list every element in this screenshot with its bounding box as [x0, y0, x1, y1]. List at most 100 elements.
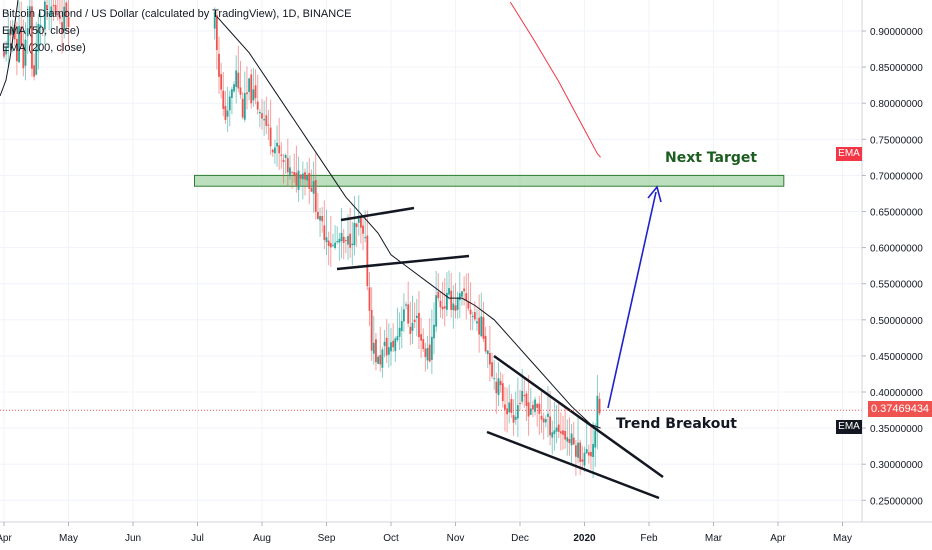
wedge-upper-line[interactable]	[493, 354, 664, 479]
candle-body	[413, 319, 416, 323]
next-target-label: Next Target	[665, 150, 758, 166]
candle-body	[484, 335, 487, 352]
candle-body	[265, 115, 268, 126]
candle-body	[271, 149, 274, 153]
arrowhead	[647, 185, 662, 203]
candle-body	[355, 223, 358, 228]
candle-body	[486, 350, 489, 355]
chart-legend: Bitcoin Diamond / US Dollar (calculated …	[2, 6, 352, 57]
candle-body	[559, 431, 562, 434]
candle-body	[394, 338, 397, 352]
candle-body	[22, 44, 25, 69]
candle-body	[392, 340, 395, 348]
candle-body	[351, 243, 354, 246]
candle-body	[16, 38, 18, 62]
candle-body	[327, 240, 330, 247]
wedge-lower-line[interactable]	[486, 430, 660, 500]
candle-body	[243, 93, 246, 120]
candle-body	[525, 393, 528, 406]
ema200-line[interactable]	[509, 1, 601, 158]
candle-body	[476, 321, 478, 324]
candle-body	[364, 237, 367, 239]
candle-body	[344, 240, 347, 242]
candle-body	[233, 84, 235, 92]
price-tick-label: 0.50000000	[870, 316, 923, 327]
trendline-upper-1[interactable]	[340, 206, 415, 222]
ema50-axis-tag: EMA	[836, 420, 862, 434]
candle-body	[319, 215, 321, 221]
candle-body	[372, 342, 375, 354]
ema200-legend[interactable]: EMA (200, close)	[2, 42, 86, 54]
candle-body	[450, 290, 453, 310]
candle-body	[295, 172, 298, 186]
candle-body	[310, 187, 313, 192]
candle-body	[37, 23, 40, 52]
candle-body	[48, 13, 51, 15]
candle-body	[329, 243, 332, 248]
candle-body	[293, 172, 296, 176]
time-axis[interactable]: Apr May Jun Jul Aug Sep Oct Nov Dec 2020 Feb Mar Apr…	[0, 521, 932, 544]
candle-body	[215, 15, 218, 51]
candle-body	[54, 5, 57, 15]
candle-body	[430, 336, 433, 360]
candle-body	[523, 395, 526, 397]
candle-body	[334, 242, 336, 249]
candle-body	[519, 402, 521, 404]
candle-body	[400, 320, 403, 332]
time-tick-label: May	[833, 533, 852, 544]
candle-body	[308, 173, 311, 189]
trendline-lower-1[interactable]	[336, 254, 470, 271]
candle-body	[478, 317, 481, 335]
candle-body	[325, 237, 328, 243]
candle-body	[538, 403, 541, 414]
candle-body	[594, 430, 597, 448]
candle-body	[349, 233, 352, 248]
time-tick-label: Apr	[0, 533, 12, 544]
candle-body	[448, 288, 450, 295]
symbol-title[interactable]: Bitcoin Diamond / US Dollar (calculated …	[2, 8, 352, 20]
candle-body	[278, 145, 281, 154]
candle-body	[342, 236, 345, 243]
candle-body	[379, 355, 382, 365]
candle-body	[39, 24, 42, 28]
candle-body	[465, 293, 468, 301]
candle-body	[248, 78, 250, 93]
time-tick-label: Jun	[125, 533, 141, 544]
candle-body	[317, 211, 319, 220]
candle-body	[381, 349, 384, 368]
candle-body	[403, 309, 405, 322]
time-tick-label: Jul	[191, 533, 204, 544]
price-tick-label: 0.55000000	[870, 280, 923, 291]
candle-body	[572, 437, 575, 445]
candle-body	[506, 408, 508, 415]
ema50-legend[interactable]: EMA (50, close)	[2, 25, 80, 37]
candle-body	[340, 232, 343, 242]
candle-body	[5, 46, 8, 55]
price-axis[interactable]: 0.90000000 0.85000000 0.80000000 0.75000000…	[861, 0, 923, 522]
candle-body	[228, 96, 231, 111]
current-price-tag: 0.37469434	[868, 401, 932, 417]
candle-body	[585, 448, 588, 454]
candle-body	[587, 452, 590, 456]
candle-body	[332, 244, 334, 246]
ema50-line[interactable]	[216, 16, 601, 429]
candle-body	[536, 403, 539, 408]
candle-body	[235, 70, 238, 87]
price-tick-label: 0.60000000	[870, 244, 923, 255]
candle-body	[454, 305, 457, 311]
candle-body	[596, 395, 599, 430]
price-tick-label: 0.90000000	[870, 27, 923, 38]
candle-body	[577, 442, 579, 458]
target-arrow[interactable]	[607, 191, 657, 409]
candle-body	[336, 241, 339, 243]
candle-body	[499, 380, 502, 386]
candle-body	[452, 303, 455, 311]
candle-body	[368, 287, 371, 311]
candle-body	[495, 381, 498, 394]
candle-body	[387, 347, 390, 355]
ema50-line-early	[0, 0, 19, 97]
candle-body	[35, 48, 38, 75]
target-zone[interactable]	[194, 174, 785, 187]
candle-body	[504, 404, 506, 410]
